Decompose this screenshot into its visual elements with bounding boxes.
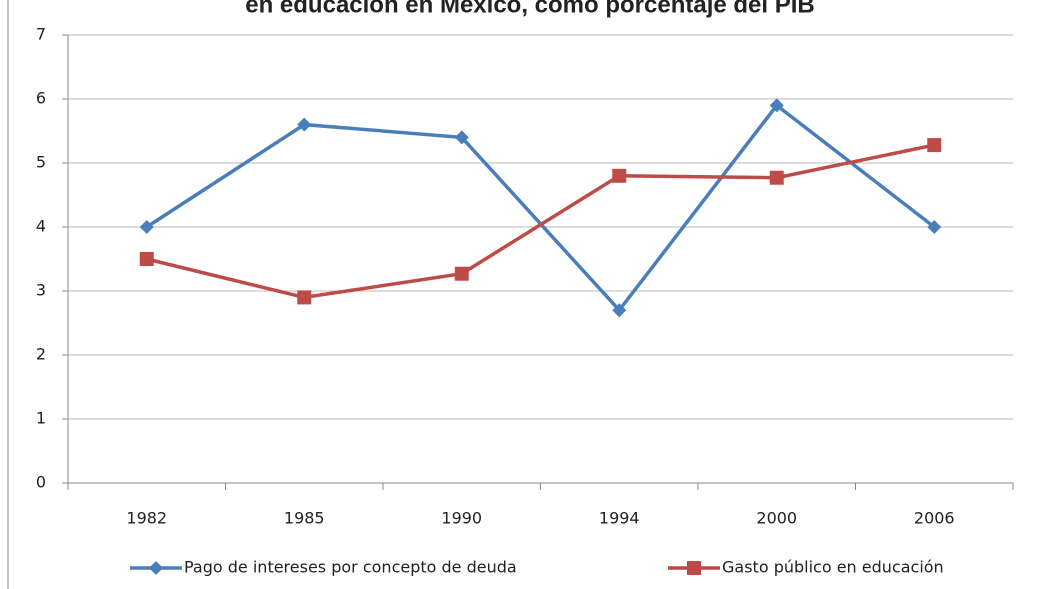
- x-tick-label: 1982: [126, 509, 167, 528]
- marker: [297, 290, 312, 305]
- y-tick-label: 7: [36, 25, 46, 44]
- x-tick-label: 1994: [599, 509, 640, 528]
- marker: [769, 98, 784, 113]
- marker: [927, 220, 942, 234]
- y-tick-label: 0: [36, 473, 46, 492]
- legend-label: Pago de intereses por concepto de deuda: [184, 558, 517, 577]
- legend-label: Gasto público en educación: [722, 558, 944, 577]
- marker: [454, 266, 469, 281]
- marker: [139, 220, 154, 234]
- marker: [454, 130, 469, 145]
- marker: [769, 170, 784, 185]
- marker: [149, 561, 163, 575]
- marker: [687, 561, 701, 575]
- marker: [927, 138, 942, 153]
- y-tick-label: 2: [36, 345, 46, 364]
- y-tick-label: 1: [36, 409, 46, 428]
- marker: [612, 168, 627, 183]
- chart-title: en educación en México, como porcentaje …: [245, 0, 814, 18]
- marker: [139, 252, 154, 266]
- x-tick-label: 1985: [284, 509, 325, 528]
- x-tick-label: 1990: [441, 509, 482, 528]
- series-line: [146, 143, 935, 300]
- x-tick-label: 2006: [914, 509, 955, 528]
- marker: [297, 117, 312, 132]
- y-tick-label: 3: [36, 281, 46, 300]
- y-tick-label: 6: [36, 89, 46, 108]
- x-tick-label: 2000: [756, 509, 797, 528]
- y-tick-label: 5: [36, 153, 46, 172]
- y-tick-label: 4: [36, 217, 46, 236]
- marker: [612, 303, 627, 318]
